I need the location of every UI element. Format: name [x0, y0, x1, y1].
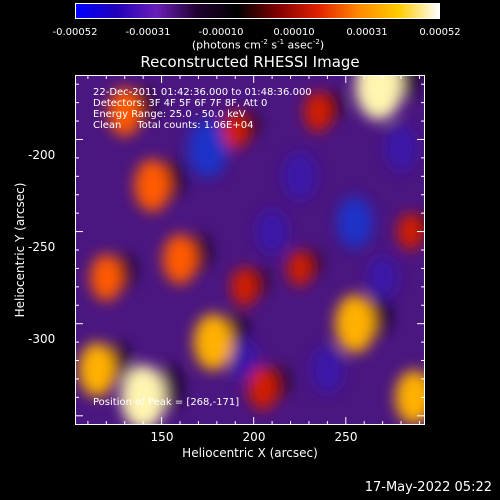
info-time-range: 22-Dec-2011 01:42:36.000 to 01:48:36.000 — [93, 87, 312, 98]
colorbar-tick-label: 0.00052 — [419, 27, 461, 38]
y-tick-label: -250 — [28, 240, 56, 254]
heatmap-source — [355, 75, 403, 120]
colorbar-unit-label: (photons cm-2 s-1 asec-2) — [191, 38, 325, 52]
colorbar-tick-label: -0.00031 — [125, 27, 171, 38]
colorbar-tick-label: -0.00010 — [198, 27, 244, 38]
y-axis-label: Heliocentric Y (arcsec) — [13, 182, 27, 318]
x-tick-label: 150 — [150, 430, 174, 444]
heatmap-source — [193, 313, 233, 371]
heatmap-source — [222, 111, 249, 150]
colorbar-tick-label: -0.00052 — [52, 27, 98, 38]
heatmap-plot — [75, 75, 425, 425]
heatmap-negative-region — [367, 255, 398, 300]
heatmap-source — [397, 212, 424, 251]
peak-position-label: Position of Peak = [268,-171] — [93, 397, 240, 408]
heatmap-negative-region — [337, 196, 373, 249]
info-clean-counts: Clean Total counts: 1.06E+04 — [93, 120, 254, 131]
info-detectors: Detectors: 3F 4F 5F 6F 7F 8F, Att 0 — [93, 98, 268, 109]
heatmap-negative-region — [187, 119, 228, 178]
colorbar — [75, 3, 440, 19]
heatmap-source — [247, 366, 278, 410]
timestamp: 17-May-2022 05:22 — [364, 480, 492, 495]
x-axis-label: Heliocentric X (arcsec) — [182, 446, 318, 460]
heatmap-negative-region — [385, 125, 417, 172]
heatmap-source — [334, 294, 376, 353]
heatmap-source — [304, 91, 333, 133]
heatmap-source — [78, 342, 116, 397]
heatmap-negative-region — [311, 346, 344, 394]
heatmap-negative-region — [229, 339, 260, 382]
heatmap-source — [231, 267, 258, 307]
chart-title: Reconstructed RHESSI Image — [140, 53, 360, 71]
heatmap-source — [120, 365, 166, 425]
colorbar-tick-label: 0.00031 — [346, 27, 388, 38]
heatmap-source — [287, 250, 313, 287]
heatmap-negative-region — [256, 208, 288, 255]
colorbar-tick-label: 0.00010 — [273, 27, 315, 38]
heatmap-source — [395, 370, 425, 425]
heatmap-source — [162, 234, 198, 285]
y-tick-label: -200 — [28, 148, 56, 162]
heatmap-source — [107, 87, 142, 137]
x-tick-label: 200 — [242, 430, 266, 444]
heatmap-negative-region — [282, 152, 317, 201]
heatmap-source — [90, 254, 123, 302]
x-tick-label: 250 — [334, 430, 358, 444]
heatmap-source — [134, 159, 171, 212]
info-energy-range: Energy Range: 25.0 - 50.0 keV — [93, 109, 246, 120]
y-tick-label: -300 — [28, 332, 56, 346]
